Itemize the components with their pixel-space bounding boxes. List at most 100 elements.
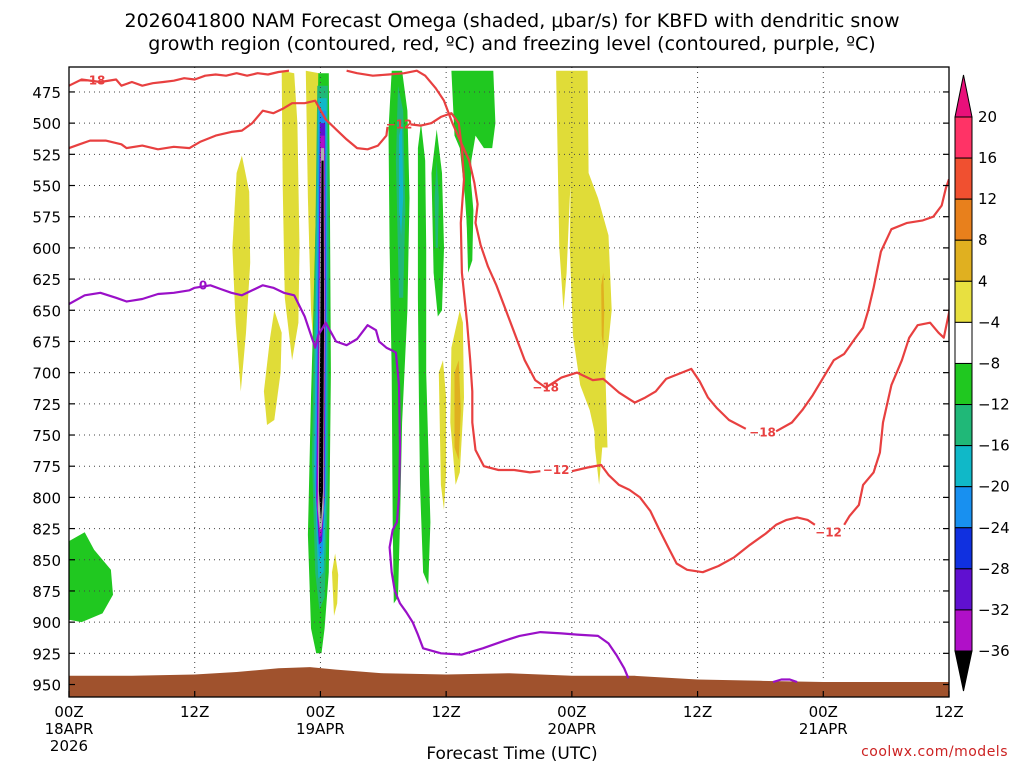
y-tick-label-700: 700: [32, 365, 61, 383]
omega-region-yellow-upper-left: [232, 155, 251, 392]
y-tick-label-500: 500: [32, 115, 61, 133]
contour-minus12-east: [843, 304, 949, 526]
credit-text: coolwx.com/models: [861, 744, 1008, 760]
terrain-layer: [69, 667, 949, 697]
contour-lines: −18 −18 −18 −12 −12 −12 0: [69, 69, 949, 684]
chart-title-line-2: growth region (contoured, red, ºC) and f…: [148, 33, 876, 55]
contour-label-contour-minus12-south: −12: [815, 525, 842, 539]
colorbar-label-10: −24: [978, 519, 1010, 537]
omega-region-yellow-column-left: [281, 70, 300, 361]
chart-title: 2026041800 NAM Forecast Omega (shaded, μ…: [0, 10, 1024, 56]
y-tick-label-825: 825: [32, 521, 61, 539]
colorbar-label-13: −36: [978, 642, 1010, 660]
y-tick-label-625: 625: [32, 271, 61, 289]
colorbar-swatch-2: [954, 198, 973, 241]
contour-label-contour-minus18-right: −18: [532, 381, 559, 395]
colorbar: 20 16 12 8 4 −4 −8 −12 −16 −20 −24 −28 −32 −36: [954, 74, 1010, 692]
omega-shading: [69, 70, 612, 654]
contour-minus12-left: [69, 99, 389, 151]
colorbar-swatch-8: [954, 445, 973, 488]
y-axis: 475 500 525 550 575 600 625 650 675 700 725 750 775 8…: [32, 84, 949, 695]
y-tick-label-800: 800: [32, 489, 61, 507]
colorbar-label-1: 16: [978, 149, 997, 167]
y-tick-label-750: 750: [32, 427, 61, 445]
colorbar-swatch-9: [954, 486, 973, 529]
y-tick-label-550: 550: [32, 178, 61, 196]
ground-surface: [69, 667, 949, 697]
y-tick-label-725: 725: [32, 396, 61, 414]
colorbar-swatch-6: [954, 362, 973, 406]
omega-region-green-upper-38z: [451, 70, 496, 261]
y-tick-label-875: 875: [32, 583, 61, 601]
colorbar-swatch-10: [954, 527, 973, 570]
x-tick-label-0: 00Z: [54, 703, 83, 721]
y-tick-label-675: 675: [32, 333, 61, 351]
x-tick-label-12: 12Z: [180, 703, 209, 721]
colorbar-label-8: −16: [978, 437, 1010, 455]
contour-zero-small: [772, 678, 798, 684]
contour-label-contour-zero-degree: 0: [199, 278, 207, 292]
y-tick-label-775: 775: [32, 458, 61, 476]
contour-minus12-south: [571, 463, 816, 574]
colorbar-label-4: 4: [978, 272, 988, 290]
omega-region-yellow-35z: [438, 360, 447, 510]
x-tick-label-24: 00Z: [306, 703, 335, 721]
grid-lines: [69, 67, 949, 697]
colorbar-swatch-0: [954, 116, 973, 159]
colorbar-swatch-12: [954, 609, 973, 652]
colorbar-label-11: −28: [978, 560, 1010, 578]
colorbar-label-7: −12: [978, 396, 1010, 414]
omega-region-yellow-48z-main: [569, 70, 612, 448]
y-tick-label-525: 525: [32, 146, 61, 164]
y-tick-label-600: 600: [32, 240, 61, 258]
x-tick-label-36: 12Z: [431, 703, 460, 721]
colorbar-swatch-4: [954, 280, 973, 323]
y-tick-label-950: 950: [32, 677, 61, 695]
colorbar-label-5: −4: [978, 313, 1000, 331]
colorbar-label-9: −20: [978, 478, 1010, 496]
y-tick-label-925: 925: [32, 645, 61, 663]
omega-region-green-column-35z: [417, 123, 431, 585]
y-tick-label-850: 850: [32, 552, 61, 570]
x-tick-label-48: 00Z: [557, 703, 586, 721]
colorbar-label-6: −8: [978, 354, 1000, 372]
x-date-label-24: 19APR: [296, 720, 345, 738]
x-date-label-72: 21APR: [799, 720, 848, 738]
colorbar-swatch-7: [954, 404, 973, 447]
contour-label-contour-minus12-left: −12: [386, 117, 413, 131]
omega-region-teal-column-37z: [434, 160, 439, 248]
colorbar-bottom-arrow: [954, 650, 973, 692]
contour-label-contour-minus12-right: −12: [543, 463, 570, 477]
colorbar-label-0: 20: [978, 108, 997, 126]
omega-region-cyan-column-32z: [399, 123, 404, 236]
omega-region-green-southwest: [69, 532, 113, 623]
colorbar-label-2: 12: [978, 190, 997, 208]
colorbar-top-arrow: [954, 74, 973, 118]
y-tick-label-650: 650: [32, 302, 61, 320]
x-axis-label: Forecast Time (UTC): [426, 744, 598, 764]
colorbar-label-3: 8: [978, 231, 988, 249]
colorbar-swatch-5: [954, 321, 973, 364]
omega-region-black-main-updraft: [318, 160, 325, 523]
x-year-label-0: 2026: [50, 737, 88, 755]
contour-minus18-right: [346, 69, 747, 430]
colorbar-label-12: −32: [978, 601, 1010, 619]
contour-label-contour-minus18-upper: −18: [79, 74, 106, 88]
y-tick-label-900: 900: [32, 614, 61, 632]
colorbar-swatch-1: [954, 157, 973, 200]
x-date-label-48: 20APR: [547, 720, 596, 738]
colorbar-swatch-3: [954, 239, 973, 282]
omega-region-green-38z-strip: [466, 173, 474, 273]
omega-region-yellow-48z-left: [556, 70, 574, 311]
omega-region-yellow-lower-left: [263, 310, 282, 425]
x-date-label-0: 18APR: [45, 720, 94, 738]
plot-frame: [68, 66, 950, 698]
x-tick-label-60: 12Z: [683, 703, 712, 721]
y-tick-label-575: 575: [32, 209, 61, 227]
contour-minus18-east: [775, 178, 949, 433]
contour-zero-degree: [69, 284, 630, 679]
omega-region-yellow-small-850: [332, 553, 339, 616]
y-tick-label-475: 475: [32, 84, 61, 102]
x-tick-label-72: 00Z: [809, 703, 838, 721]
